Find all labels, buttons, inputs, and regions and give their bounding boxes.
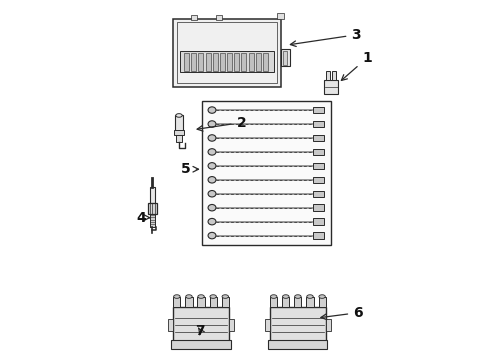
Bar	[256, 53, 261, 71]
Bar	[263, 53, 268, 71]
Bar	[173, 297, 180, 307]
Bar	[220, 53, 225, 71]
Bar	[197, 297, 205, 307]
Ellipse shape	[208, 219, 216, 225]
Bar	[313, 219, 324, 225]
Text: 4: 4	[136, 211, 149, 225]
Ellipse shape	[283, 295, 289, 298]
Text: 3: 3	[291, 28, 361, 46]
Bar	[313, 135, 324, 141]
Bar	[216, 15, 221, 21]
Ellipse shape	[208, 204, 216, 211]
Bar	[313, 149, 324, 155]
Bar	[150, 214, 155, 227]
Bar	[176, 134, 182, 142]
Ellipse shape	[208, 121, 216, 127]
Text: 6: 6	[321, 306, 363, 320]
Ellipse shape	[208, 232, 216, 239]
Bar	[324, 80, 338, 94]
Bar	[205, 53, 211, 71]
Ellipse shape	[208, 176, 216, 183]
Bar	[168, 319, 173, 331]
Bar	[282, 297, 290, 307]
Ellipse shape	[186, 295, 192, 298]
Bar	[276, 13, 284, 19]
Ellipse shape	[176, 114, 182, 117]
Bar	[242, 53, 246, 71]
Bar	[210, 297, 217, 307]
Ellipse shape	[222, 295, 228, 298]
Bar	[221, 297, 229, 307]
Polygon shape	[150, 187, 155, 203]
Bar	[294, 297, 301, 307]
Bar	[270, 297, 277, 307]
Polygon shape	[148, 203, 157, 214]
Bar	[313, 204, 324, 211]
Bar	[191, 53, 196, 71]
Ellipse shape	[198, 295, 204, 298]
Bar	[313, 163, 324, 169]
Ellipse shape	[307, 295, 313, 298]
Bar	[313, 176, 324, 183]
Text: 1: 1	[342, 51, 372, 80]
Ellipse shape	[319, 295, 325, 298]
Bar	[234, 53, 239, 71]
Bar	[198, 53, 203, 71]
Bar	[313, 121, 324, 127]
Ellipse shape	[210, 295, 217, 298]
Bar	[313, 232, 324, 239]
Bar	[318, 297, 326, 307]
Ellipse shape	[208, 107, 216, 113]
Bar	[202, 101, 331, 244]
Bar	[172, 339, 231, 348]
Bar	[269, 339, 327, 348]
Bar	[185, 297, 193, 307]
Bar	[173, 19, 281, 87]
Ellipse shape	[208, 149, 216, 155]
Bar	[177, 22, 277, 83]
Bar	[332, 71, 336, 80]
Bar	[227, 53, 232, 71]
Bar	[213, 53, 218, 71]
Ellipse shape	[173, 295, 180, 298]
Bar	[313, 107, 324, 113]
Bar	[306, 297, 314, 307]
Bar	[326, 71, 330, 80]
Bar	[175, 116, 183, 132]
Text: 2: 2	[197, 116, 246, 131]
Ellipse shape	[208, 135, 216, 141]
Text: 5: 5	[181, 162, 198, 176]
Bar	[184, 53, 189, 71]
Bar	[248, 53, 254, 71]
Bar	[173, 130, 184, 135]
Ellipse shape	[208, 190, 216, 197]
Bar	[229, 319, 234, 331]
Bar	[265, 319, 270, 331]
Ellipse shape	[270, 295, 277, 298]
Bar	[270, 307, 326, 341]
Ellipse shape	[294, 295, 301, 298]
Bar	[313, 190, 324, 197]
Ellipse shape	[208, 163, 216, 169]
Bar	[326, 319, 331, 331]
Bar	[281, 49, 290, 66]
Bar	[173, 307, 229, 341]
Bar	[191, 15, 196, 21]
Text: 7: 7	[196, 324, 205, 338]
Bar	[283, 51, 287, 65]
Bar	[180, 51, 274, 72]
